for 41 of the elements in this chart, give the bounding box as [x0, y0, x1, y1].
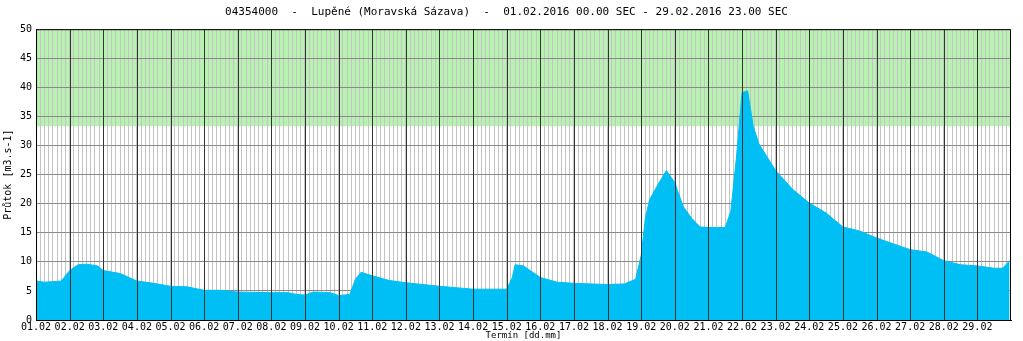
x-axis-title: Termín [dd.mm]	[485, 329, 562, 340]
x-tick-label: 05.02	[155, 320, 186, 332]
x-tick-label: 02.02	[54, 320, 85, 332]
x-tick-label: 28.02	[928, 320, 959, 332]
y-tick-label: 15	[19, 226, 33, 238]
y-tick-label: 50	[19, 22, 33, 34]
x-tick-label: 12.02	[390, 320, 421, 332]
x-tick-label: 20.02	[659, 320, 690, 332]
x-tick-label: 09.02	[289, 320, 321, 332]
y-tick-label: 30	[19, 139, 33, 151]
x-tick-label: 03.02	[88, 320, 119, 332]
y-tick-label: 40	[19, 80, 33, 92]
x-tick-label: 13.02	[424, 320, 455, 332]
x-tick-label: 14.02	[458, 320, 489, 332]
x-tick-label: 16.02	[525, 320, 556, 332]
x-tick-label: 10.02	[323, 320, 354, 332]
y-tick-label: 35	[19, 110, 33, 122]
y-axis-title: Průtok [m3.s-1]	[1, 129, 13, 220]
x-tick-label: 11.02	[357, 320, 388, 332]
x-tick-label: 07.02	[222, 320, 253, 332]
x-tick-label: 25.02	[827, 320, 858, 332]
x-tick-label: 15.02	[491, 320, 522, 332]
x-tick-label: 06.02	[189, 320, 220, 332]
x-tick-label: 18.02	[592, 320, 623, 332]
x-tick-label: 23.02	[760, 320, 791, 332]
x-tick-label: 29.02	[962, 320, 993, 332]
x-tick-label: 26.02	[861, 320, 892, 332]
y-tick-label: 10	[19, 255, 33, 267]
x-tick-label: 19.02	[626, 320, 657, 332]
chart-title: 04354000 - Lupěné (Moravská Sázava) - 01.02.2016 00.00 SEC - 29.02.2016 23.00 SEC	[225, 5, 788, 19]
x-tick-label: 24.02	[794, 320, 825, 332]
y-tick-label: 45	[19, 51, 33, 63]
x-tick-label: 21.02	[693, 320, 724, 332]
x-tick-label: 17.02	[558, 320, 589, 332]
x-tick-label: 08.02	[256, 320, 287, 332]
x-tick-label: 22.02	[726, 320, 758, 332]
y-tick-label: 20	[19, 197, 33, 209]
x-tick-label: 04.02	[121, 320, 152, 332]
y-tick-label: 25	[19, 168, 33, 180]
x-tick-label: 27.02	[895, 320, 926, 332]
y-tick-label: 5	[26, 284, 33, 296]
